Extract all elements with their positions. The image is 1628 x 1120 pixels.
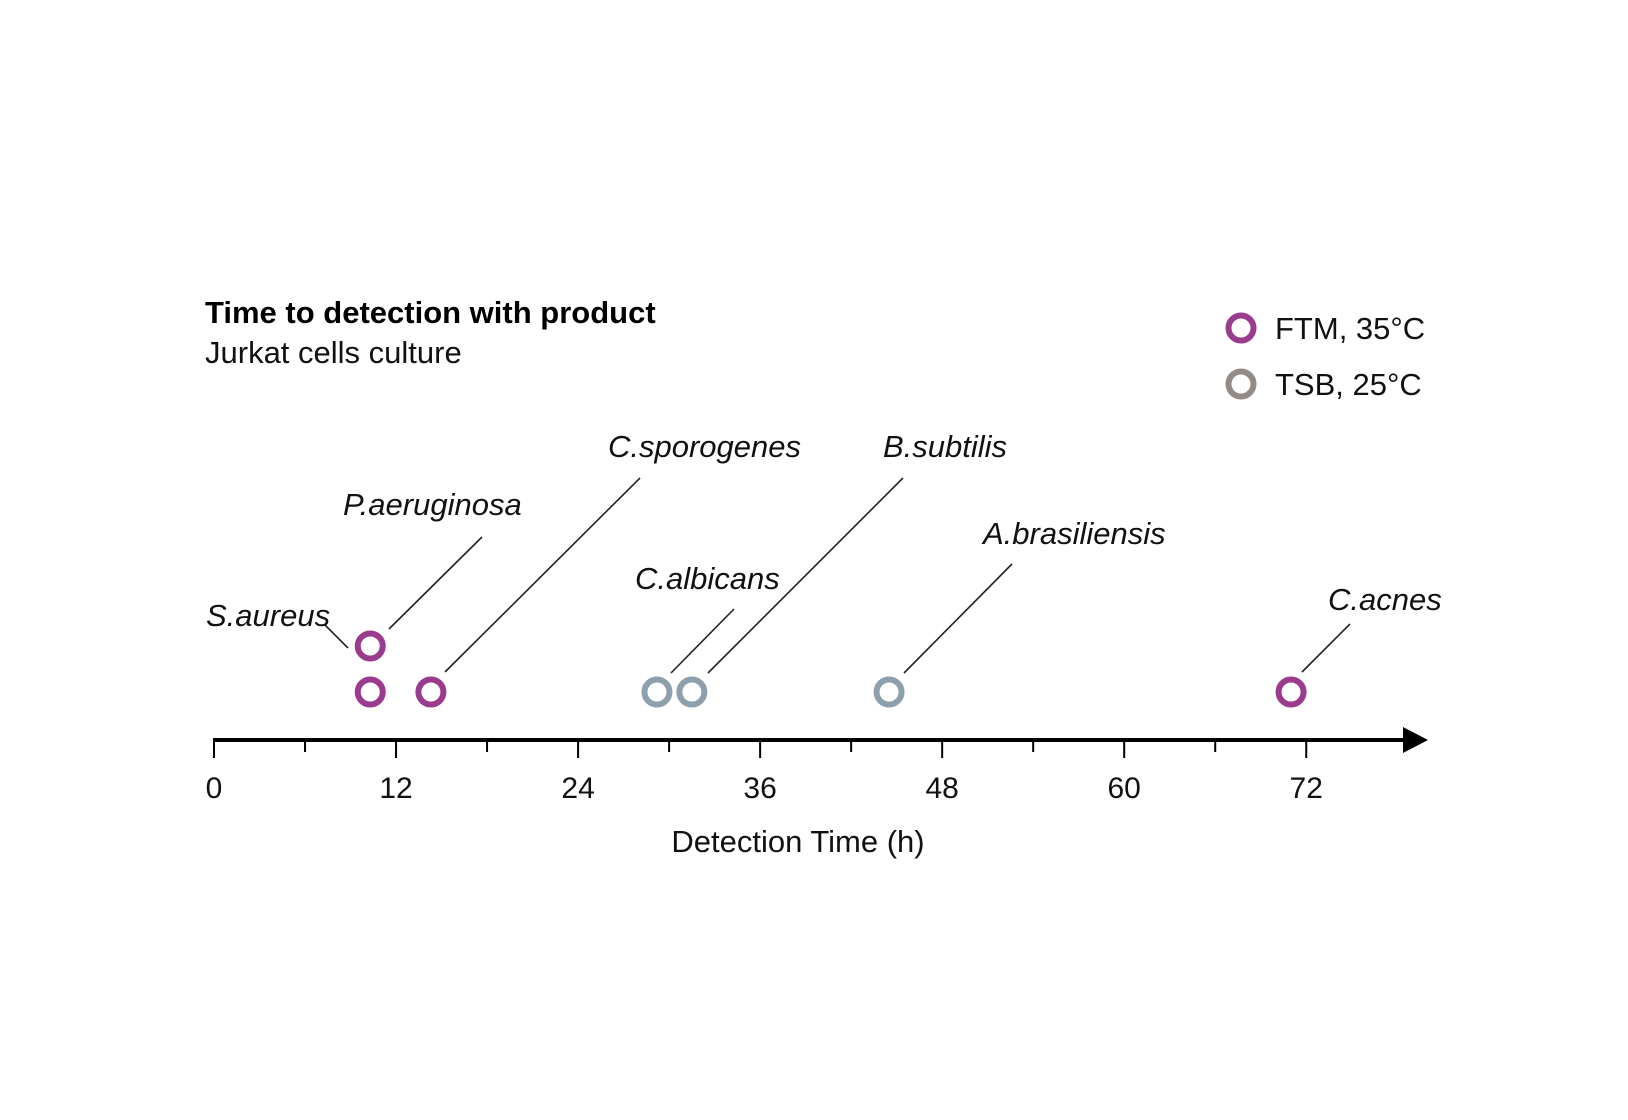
x-tick-label: 60 bbox=[1108, 772, 1141, 805]
data-point-s-aureus bbox=[354, 676, 386, 708]
x-axis-arrowhead bbox=[1403, 727, 1428, 753]
species-label-p-aeruginosa: P.aeruginosa bbox=[343, 487, 522, 522]
species-label-s-aureus: S.aureus bbox=[206, 598, 330, 633]
x-axis-label: Detection Time (h) bbox=[671, 824, 924, 859]
data-points bbox=[354, 630, 1307, 708]
leader-line-c-acnes bbox=[1301, 623, 1351, 673]
data-point-a-brasiliensis bbox=[873, 676, 905, 708]
leader-line-s-aureus bbox=[324, 624, 349, 649]
x-tick-label: 24 bbox=[561, 772, 594, 805]
data-point-p-aeruginosa bbox=[354, 630, 386, 662]
data-point-c-acnes bbox=[1275, 676, 1307, 708]
x-tick-label: 0 bbox=[206, 772, 223, 805]
legend-label-tsb: TSB, 25°C bbox=[1275, 367, 1422, 402]
leader-line-p-aeruginosa bbox=[388, 536, 483, 630]
species-label-c-albicans: C.albicans bbox=[635, 561, 780, 596]
x-axis: Detection Time (h) bbox=[213, 727, 1428, 859]
x-tick-label: 72 bbox=[1290, 772, 1323, 805]
x-tick-label: 12 bbox=[379, 772, 412, 805]
species-label-a-brasiliensis: A.brasiliensis bbox=[981, 516, 1166, 551]
legend: FTM, 35°C TSB, 25°C bbox=[1225, 311, 1425, 402]
species-labels: S.aureus P.aeruginosa C.sporogenes C.acnes C… bbox=[206, 429, 1442, 633]
data-point-c-sporogenes bbox=[415, 676, 447, 708]
data-point-b-subtilis bbox=[676, 676, 708, 708]
species-label-c-sporogenes: C.sporogenes bbox=[608, 429, 801, 464]
x-tick-label: 48 bbox=[925, 772, 958, 805]
chart-subtitle: Jurkat cells culture bbox=[205, 335, 462, 370]
x-tick-label: 36 bbox=[743, 772, 776, 805]
legend-item-ftm: FTM, 35°C bbox=[1225, 311, 1425, 346]
x-ticks: 0 12 24 36 48 60 72 bbox=[206, 739, 1323, 805]
legend-label-ftm: FTM, 35°C bbox=[1275, 311, 1425, 346]
legend-marker-tsb bbox=[1225, 368, 1257, 400]
leader-line-c-albicans bbox=[670, 608, 735, 674]
chart-title: Time to detection with product bbox=[205, 295, 656, 330]
legend-item-tsb: TSB, 25°C bbox=[1225, 367, 1422, 402]
species-label-b-subtilis: B.subtilis bbox=[883, 429, 1007, 464]
leader-line-a-brasiliensis bbox=[903, 563, 1013, 674]
leader-line-c-sporogenes bbox=[444, 477, 641, 673]
data-point-c-albicans bbox=[641, 676, 673, 708]
legend-marker-ftm bbox=[1225, 312, 1257, 344]
leader-lines bbox=[324, 477, 1351, 674]
leader-line-b-subtilis bbox=[707, 477, 904, 674]
species-label-c-acnes: C.acnes bbox=[1328, 582, 1442, 617]
